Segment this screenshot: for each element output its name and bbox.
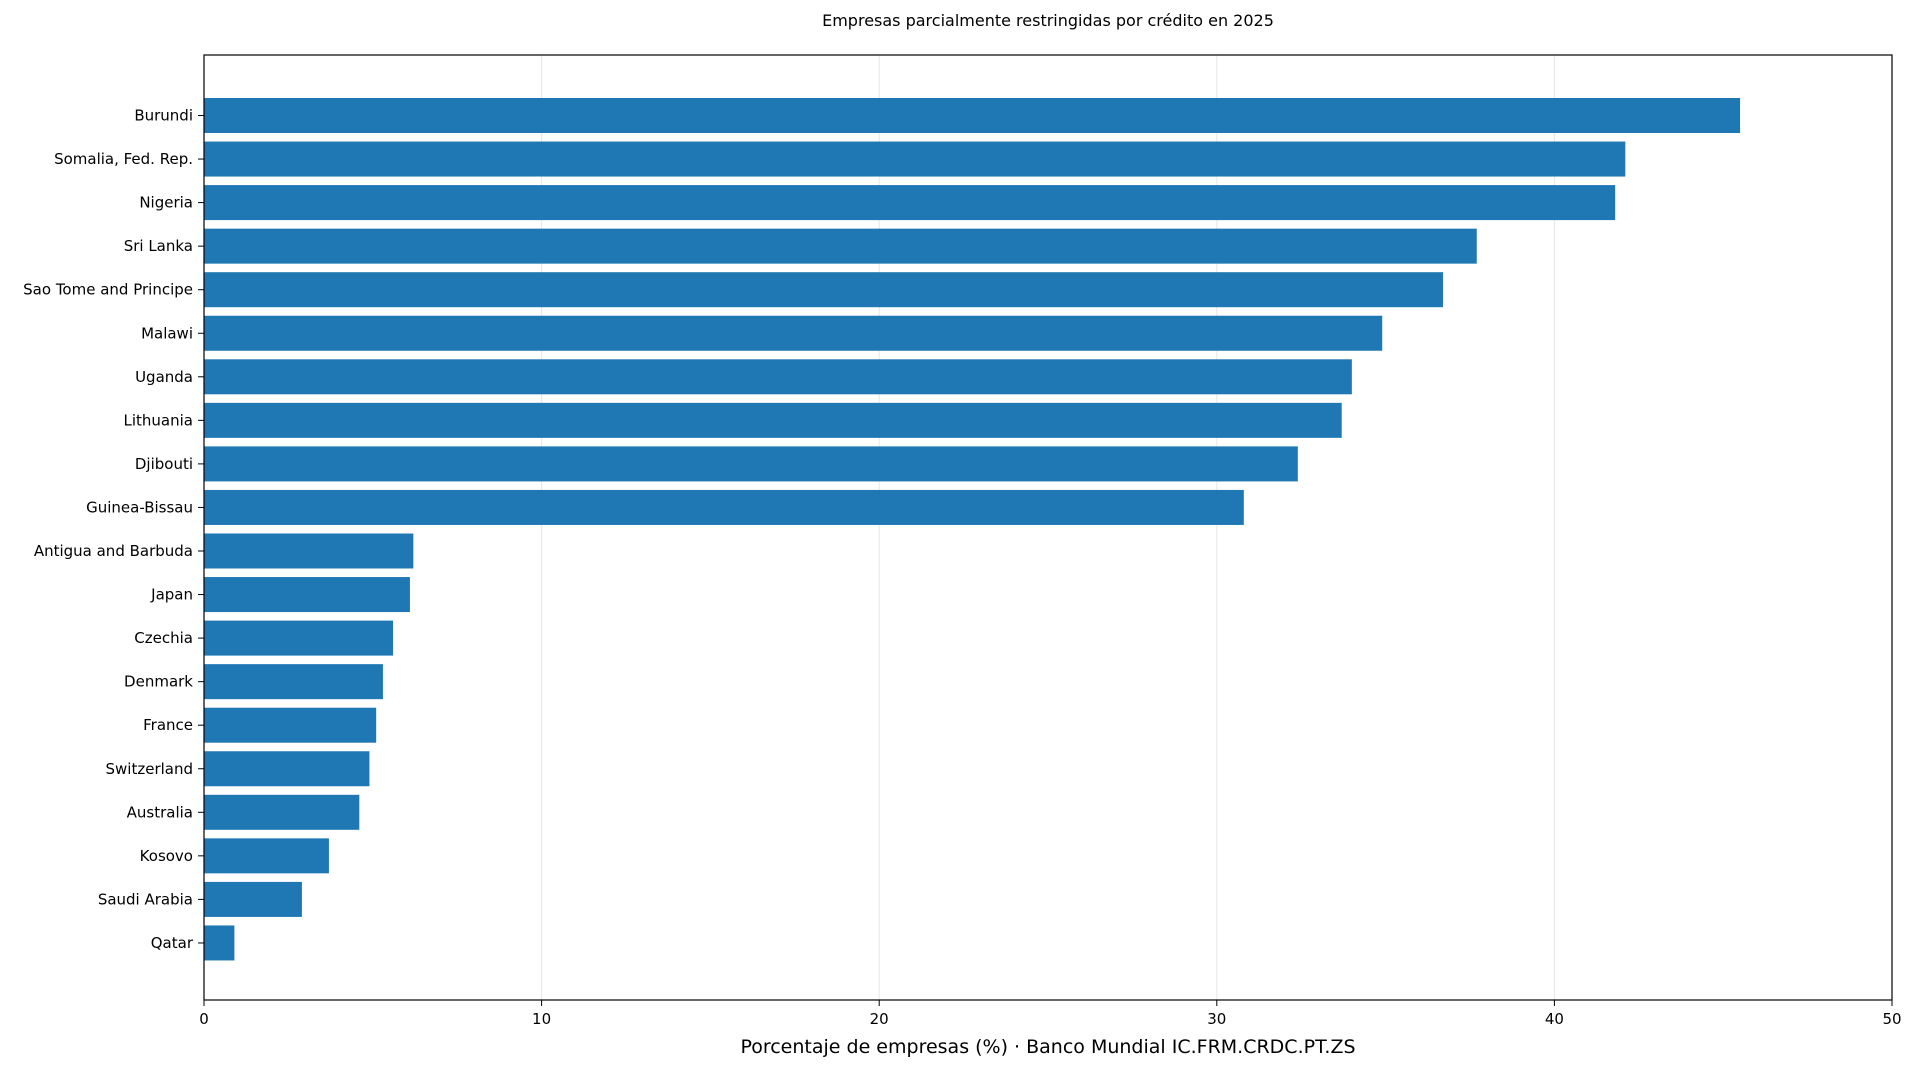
x-axis-label: Porcentaje de empresas (%) · Banco Mundi… xyxy=(740,1036,1355,1058)
bar xyxy=(204,98,1741,133)
x-tick-label: 40 xyxy=(1545,1010,1564,1028)
bar xyxy=(204,533,414,569)
bar xyxy=(204,707,377,743)
x-axis: 0 10 20 30 40 50 xyxy=(199,1000,1902,1028)
y-tick-label: Sri Lanka xyxy=(124,237,193,255)
y-axis: Burundi Somalia, Fed. Rep. Nigeria Sri Lank… xyxy=(23,107,204,952)
bar xyxy=(204,794,360,830)
y-tick-label: Australia xyxy=(127,803,193,821)
y-tick-label: Japan xyxy=(150,586,193,604)
bar xyxy=(204,402,1342,438)
bars xyxy=(204,98,1741,961)
y-tick-label: Qatar xyxy=(151,934,194,952)
y-tick-label: Uganda xyxy=(135,368,193,386)
bar xyxy=(204,881,302,917)
y-tick-label: Saudi Arabia xyxy=(98,890,193,908)
y-tick-label: Kosovo xyxy=(140,847,193,865)
bar xyxy=(204,751,370,787)
bar xyxy=(204,446,1298,482)
y-tick-label: France xyxy=(143,716,193,734)
bar xyxy=(204,185,1616,221)
y-tick-label: Nigeria xyxy=(139,194,193,212)
x-tick-label: 20 xyxy=(870,1010,889,1028)
bar xyxy=(204,577,410,613)
x-tick-label: 10 xyxy=(532,1010,551,1028)
plot-frame xyxy=(203,54,1893,1001)
y-tick-label: Switzerland xyxy=(106,760,194,778)
bar xyxy=(204,141,1626,177)
y-tick-label: Lithuania xyxy=(124,411,193,429)
y-tick-label: Czechia xyxy=(134,629,193,647)
bar xyxy=(204,925,235,961)
bar xyxy=(204,315,1383,351)
x-tick-label: 0 xyxy=(199,1010,209,1028)
x-tick-label: 50 xyxy=(1882,1010,1901,1028)
bar xyxy=(204,272,1443,308)
bar xyxy=(204,664,383,700)
chart-title: Empresas parcialmente restringidas por c… xyxy=(822,11,1274,30)
y-tick-label: Antigua and Barbuda xyxy=(34,542,193,560)
y-tick-label: Malawi xyxy=(141,324,193,342)
bar xyxy=(204,228,1477,264)
bar xyxy=(204,359,1352,395)
bar xyxy=(204,838,329,874)
y-tick-label: Sao Tome and Principe xyxy=(23,281,193,299)
x-tick-label: 30 xyxy=(1207,1010,1226,1028)
y-tick-label: Guinea-Bissau xyxy=(86,498,193,516)
y-tick-label: Denmark xyxy=(124,673,193,691)
y-tick-label: Somalia, Fed. Rep. xyxy=(54,150,193,168)
bar xyxy=(204,620,394,656)
bar xyxy=(204,489,1244,525)
y-tick-label: Djibouti xyxy=(135,455,193,473)
y-tick-label: Burundi xyxy=(134,107,193,125)
